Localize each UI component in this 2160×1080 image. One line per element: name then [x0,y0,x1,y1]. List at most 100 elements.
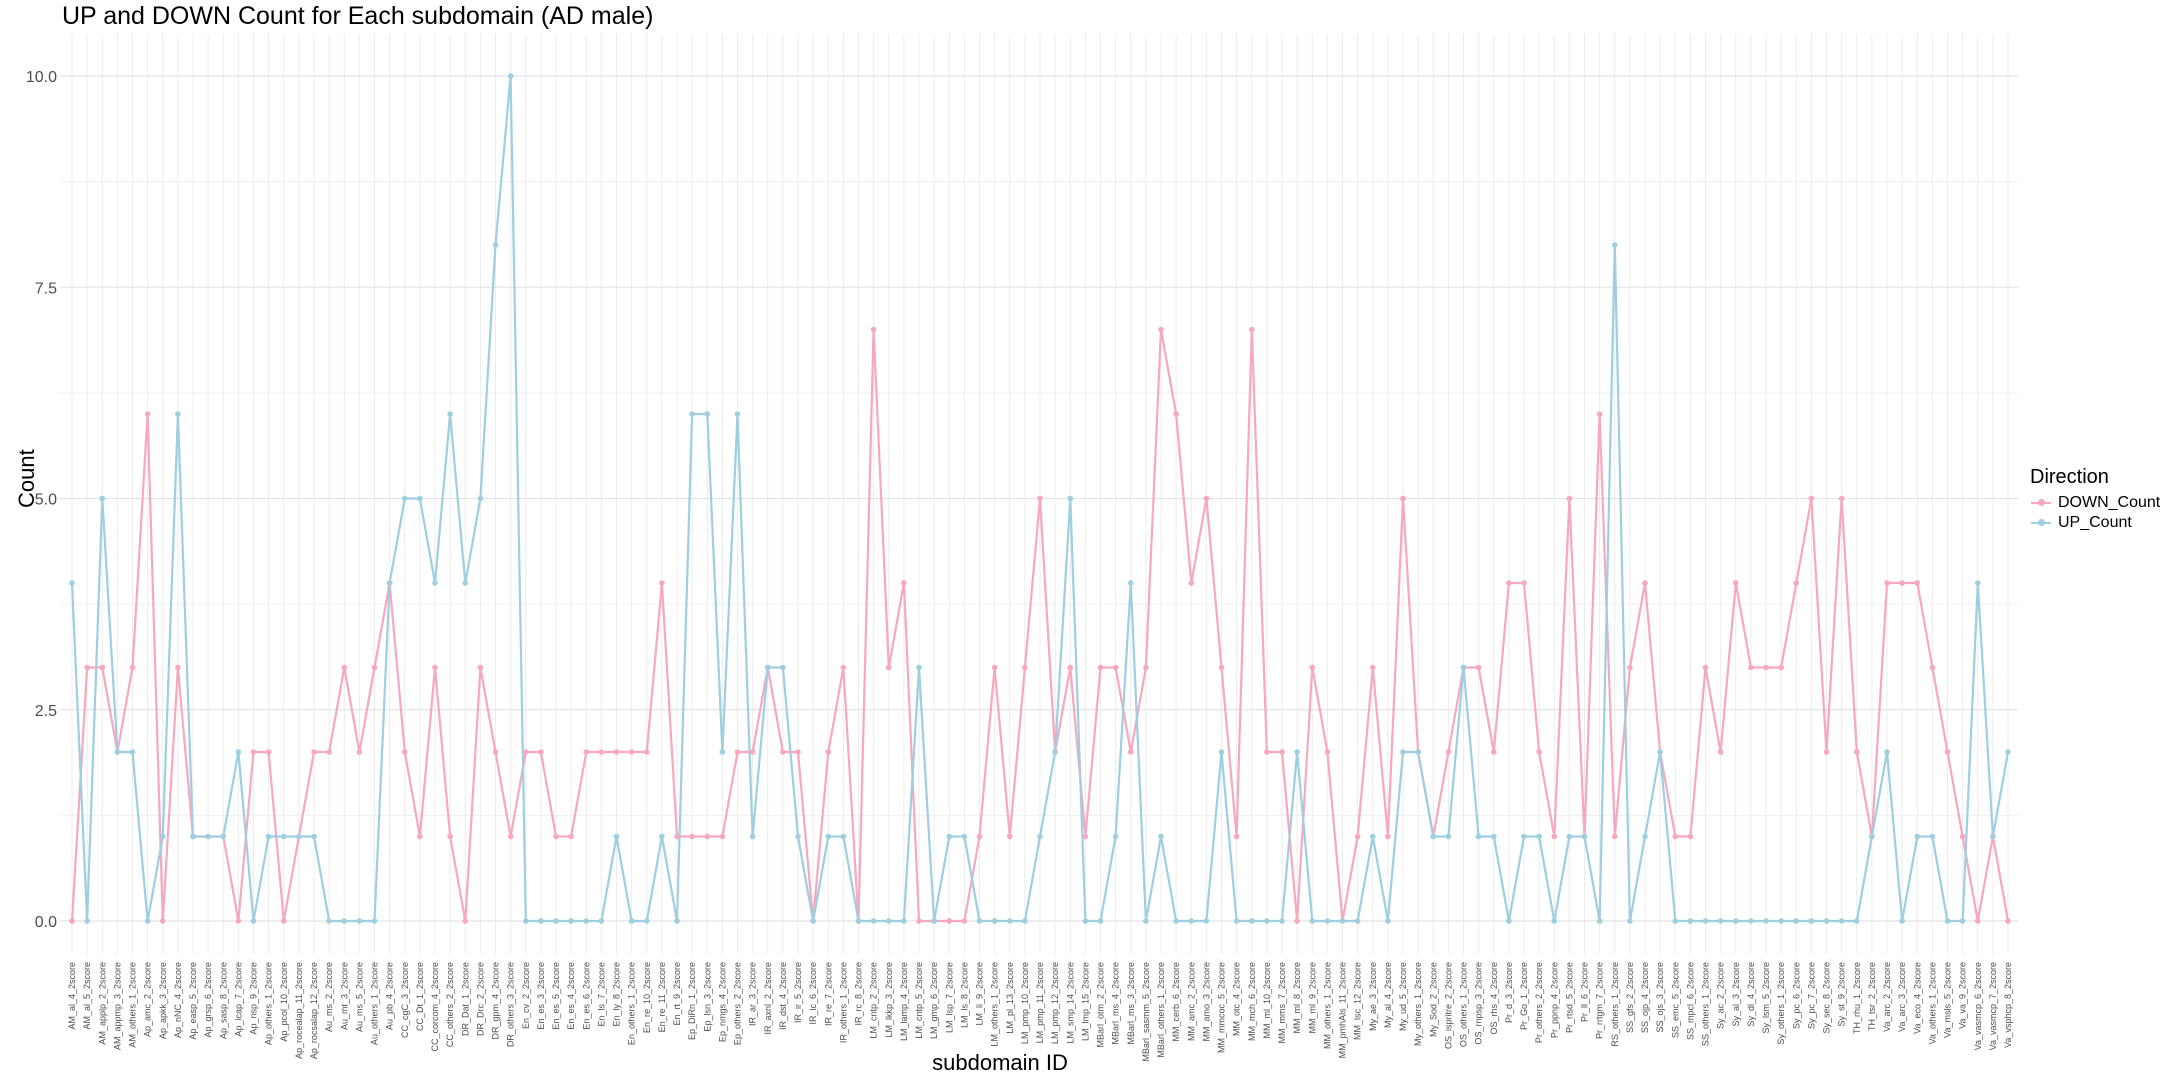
data-point-down-count [265,749,272,755]
data-point-down-count [1536,749,1542,755]
x-tick-label: Ap_grsp_6_2score [203,962,213,1038]
data-point-down-count [1354,833,1361,840]
data-point-up-count [628,918,635,924]
x-tick-label: MM_ml_8_2score [1292,962,1302,1034]
data-point-down-count [749,749,756,755]
data-point-down-count [311,749,317,755]
data-point-up-count [1158,833,1164,840]
data-point-up-count [1672,918,1679,924]
data-point-down-count [462,918,469,924]
x-tick-label: Va_arc_2_2score [1882,962,1892,1032]
data-point-up-count [159,833,166,840]
x-tick-label: Pr_ll_6_2score [1580,962,1590,1022]
x-tick-label: En_ls_7_2score [596,962,606,1027]
x-tick-label: Ap_rocsalap_12_2score [309,962,319,1059]
x-tick-label: SS_mpcl_6_2score [1685,962,1695,1040]
x-tick-label: IR_dst_4_2score [778,962,788,1030]
x-tick-label: MM_amo_3_2score [1201,962,1211,1042]
data-point-up-count [1097,918,1104,924]
data-point-up-count [311,833,317,840]
x-tick-label: En_es_3_2score [536,962,546,1030]
y-tick-label: 5.0 [35,492,57,509]
x-tick-label: Au_others_1_2score [370,962,380,1045]
x-tick-label: OS_others_1_2score [1459,962,1469,1047]
data-point-up-count [1869,833,1875,840]
x-tick-label: Va_others_1_2score [1927,962,1937,1044]
data-point-down-count [69,918,75,924]
x-tick-label: AM_al_4_2score [67,962,77,1030]
data-point-up-count [1264,918,1270,924]
data-point-up-count [386,580,393,586]
x-tick-label: Ap_sasp_8_2score [218,962,228,1039]
data-point-down-count [825,749,832,755]
data-point-up-count [734,411,741,417]
data-point-down-count [507,833,514,840]
x-tick-label: MM_mmcoc_5_2score [1217,962,1227,1053]
x-tick-label: SS_others_1_2score [1701,962,1711,1046]
x-tick-label: LM_cntp_2_2score [869,962,879,1039]
data-point-down-count [1022,664,1028,671]
data-point-down-count [795,749,801,755]
data-point-up-count [507,73,514,79]
data-point-up-count [1112,833,1119,840]
y-tick-labels: 0.0 2.5 5.0 7.5 10.0 [26,69,57,931]
x-tick-label: MM_amc_2_2score [1186,962,1196,1041]
data-point-down-count [2005,918,2011,924]
data-point-down-count [1369,664,1376,671]
x-tick-label: Sy_others_1_2score [1776,962,1786,1045]
data-point-down-count [1475,664,1482,671]
data-point-up-count [1415,749,1421,755]
x-tick-label: Pr_d_3_2score [1504,962,1514,1023]
x-tick-label: My_ae_3_2score [1368,962,1378,1031]
x-tick-label: Sy_st_9_2score [1837,962,1847,1027]
x-tick-label: AM_al_5_2score [82,962,92,1030]
data-point-up-count [1188,918,1195,924]
y-tick-label: 2.5 [35,703,57,720]
data-point-up-count [250,918,257,924]
data-point-up-count [205,833,211,840]
x-tick-label: TH_rhu_1_2score [1852,962,1862,1034]
data-point-down-count [1385,833,1391,840]
data-point-up-count [1596,918,1603,924]
data-point-up-count [991,918,998,924]
x-tick-label: Pr_rtsd_5_2score [1564,962,1574,1033]
x-tick-label: LM_others_1_2score [990,962,1000,1047]
data-point-up-count [1309,918,1316,924]
data-point-up-count [1279,918,1285,924]
data-point-up-count [1702,918,1709,924]
x-tick-label: Va_arc_3_2score [1897,962,1907,1032]
data-point-down-count [583,749,590,755]
data-point-down-count [916,918,922,924]
x-tick-label: Sy_al_3_2score [1731,962,1741,1027]
x-tick-label: DR_others_3_2score [506,962,516,1047]
data-point-up-count [1551,918,1558,924]
x-tick-label: AM_applp_2_2score [97,962,107,1045]
data-point-up-count [795,833,801,840]
data-point-up-count [1006,918,1013,924]
x-tick-label: En_re_10_2score [642,962,652,1033]
x-tick-label: DR_gpm_4_2score [491,962,501,1040]
data-point-down-count [674,833,680,840]
legend-item-down: DOWN_Count [2030,493,2160,513]
x-tick-label: Ap_pcol_10_2score [279,962,289,1042]
x-tick-label: Au_mt_3_2score [339,962,349,1030]
data-point-down-count [1248,326,1255,333]
x-tick-label: DR_Dat_1_2score [460,962,470,1036]
data-point-up-count [99,495,106,502]
x-tick-label: En_es_4_2score [566,962,576,1030]
x-tick-label: Ap_icap_7_2score [233,962,243,1037]
x-tick-label: En_es_6_2score [581,962,591,1030]
data-point-down-count [1642,580,1648,586]
data-point-up-count [840,833,847,840]
data-point-up-count [1127,580,1134,586]
data-point-up-count [598,918,605,924]
x-tick-label: DR_Drc_2_2score [475,962,485,1036]
data-point-down-count [492,749,499,755]
data-point-down-count [1853,749,1860,755]
data-point-down-count [1506,580,1512,586]
data-point-up-count [1143,918,1149,924]
data-point-up-count [1611,242,1618,248]
data-point-down-count [1566,495,1573,502]
x-tick-label: IR_re_7_2score [823,962,833,1026]
data-point-up-count [1536,833,1542,840]
